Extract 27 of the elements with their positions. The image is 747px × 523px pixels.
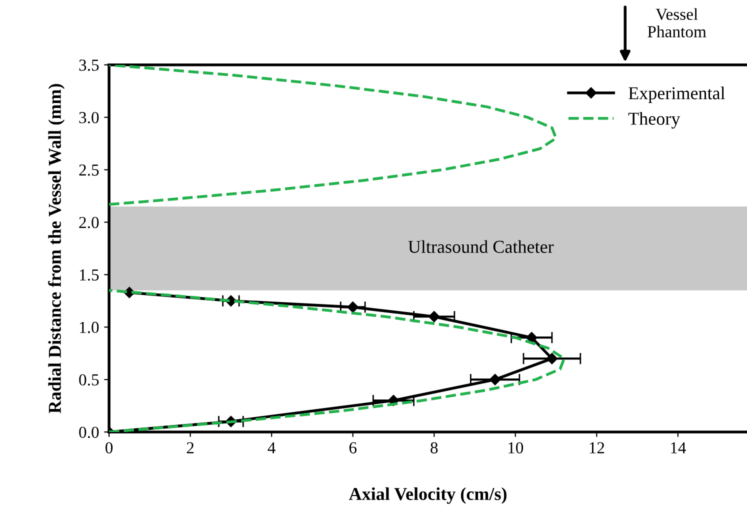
y-axis-title: Radial Distance from the Vessel Wall (mm) — [48, 84, 65, 414]
x-tick-label: 2 — [186, 442, 194, 454]
y-tick-label: 1.5 — [80, 269, 99, 281]
legend-label: Experimental — [628, 86, 725, 104]
x-tick-label: 4 — [268, 442, 276, 454]
y-tick-label: 3.5 — [79, 60, 99, 71]
legend-label: Theory — [628, 112, 680, 129]
y-tick-label: 3.0 — [79, 112, 99, 124]
x-tick-label: 8 — [430, 442, 438, 454]
point — [428, 311, 440, 322]
x-axis-title: Axial Velocity (cm/s) — [348, 487, 506, 504]
y-tick-label: 2.0 — [79, 216, 99, 228]
point — [347, 302, 358, 313]
x-tick-label: 12 — [590, 442, 604, 454]
x-tick-label: 10 — [508, 442, 524, 454]
y-tick-label: 0.5 — [79, 374, 99, 386]
point — [546, 352, 558, 364]
point — [526, 332, 538, 344]
text: Vessel Phantom — [648, 8, 706, 38]
y-tick-label: 1.0 — [80, 322, 99, 334]
y-tick-label: 2.5 — [79, 164, 99, 176]
point — [489, 374, 501, 386]
x-tick-label: 0 — [106, 442, 113, 454]
x-tick-label: 14 — [671, 442, 686, 454]
y-tick-label: 0.0 — [79, 426, 99, 438]
x-tick-label: 6 — [349, 442, 357, 454]
band-label: Ultrasound Catheter — [408, 240, 554, 253]
